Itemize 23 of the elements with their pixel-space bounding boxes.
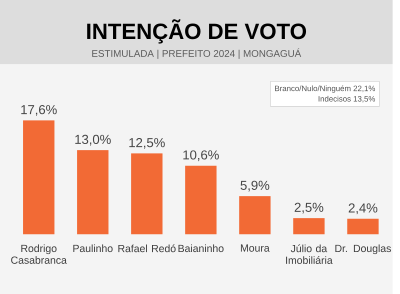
chart-title: INTENÇÃO DE VOTO (87, 19, 306, 44)
x-tick-label: Paulinho (73, 244, 113, 252)
data-label: 5,9% (240, 180, 270, 192)
x-tick-label: Moura (240, 244, 270, 252)
data-label: 2,4% (348, 203, 378, 214)
x-tick-label: Dr. Douglas (335, 244, 391, 254)
data-label: 17,6% (21, 104, 57, 116)
x-tick-label: Júlio da Imobiliária (286, 244, 333, 264)
data-label: 2,5% (294, 202, 324, 214)
bar (239, 196, 271, 234)
bar (185, 165, 217, 234)
data-label: 12,5% (129, 138, 165, 149)
x-tick-label: Rafael Redó (118, 244, 176, 252)
bar (347, 218, 379, 234)
data-label: 13,0% (75, 134, 111, 146)
x-tick-label: Baianinho (178, 244, 224, 252)
x-tick-label: Rodrigo Casabranca (11, 244, 67, 264)
data-label: 10,6% (183, 150, 219, 161)
bar (131, 153, 163, 234)
bar (23, 120, 54, 234)
chart-subtitle: ESTIMULADA | PREFEITO 2024 | MONGAGUÁ (92, 48, 302, 59)
bar (77, 150, 108, 234)
bar (293, 218, 325, 234)
